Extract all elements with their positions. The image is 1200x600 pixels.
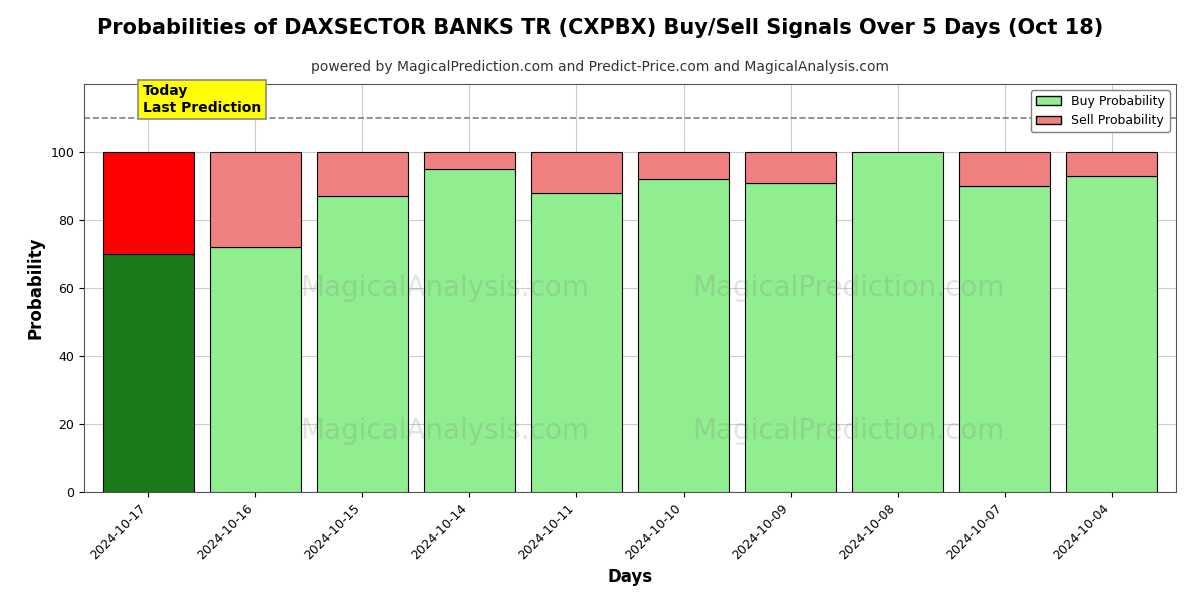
Text: MagicalAnalysis.com: MagicalAnalysis.com — [300, 417, 589, 445]
Bar — [959, 152, 1050, 186]
Text: MagicalPrediction.com: MagicalPrediction.com — [692, 417, 1004, 445]
Text: powered by MagicalPrediction.com and Predict-Price.com and MagicalAnalysis.com: powered by MagicalPrediction.com and Pre… — [311, 60, 889, 74]
Bar — [424, 169, 515, 492]
Bar — [103, 254, 193, 492]
Text: MagicalPrediction.com: MagicalPrediction.com — [692, 274, 1004, 302]
Bar — [1067, 176, 1157, 492]
X-axis label: Days: Days — [607, 568, 653, 586]
Bar — [1067, 152, 1157, 176]
Bar — [745, 152, 836, 182]
Text: Probabilities of DAXSECTOR BANKS TR (CXPBX) Buy/Sell Signals Over 5 Days (Oct 18: Probabilities of DAXSECTOR BANKS TR (CXP… — [97, 18, 1103, 38]
Bar — [530, 193, 622, 492]
Text: MagicalAnalysis.com: MagicalAnalysis.com — [300, 274, 589, 302]
Bar — [530, 152, 622, 193]
Y-axis label: Probability: Probability — [26, 237, 44, 339]
Bar — [210, 152, 301, 247]
Legend: Buy Probability, Sell Probability: Buy Probability, Sell Probability — [1031, 90, 1170, 133]
Bar — [745, 182, 836, 492]
Bar — [317, 152, 408, 196]
Bar — [852, 152, 943, 492]
Bar — [424, 152, 515, 169]
Bar — [103, 152, 193, 254]
Bar — [317, 196, 408, 492]
Bar — [638, 179, 730, 492]
Bar — [959, 186, 1050, 492]
Bar — [210, 247, 301, 492]
Bar — [638, 152, 730, 179]
Text: Today
Last Prediction: Today Last Prediction — [143, 85, 262, 115]
